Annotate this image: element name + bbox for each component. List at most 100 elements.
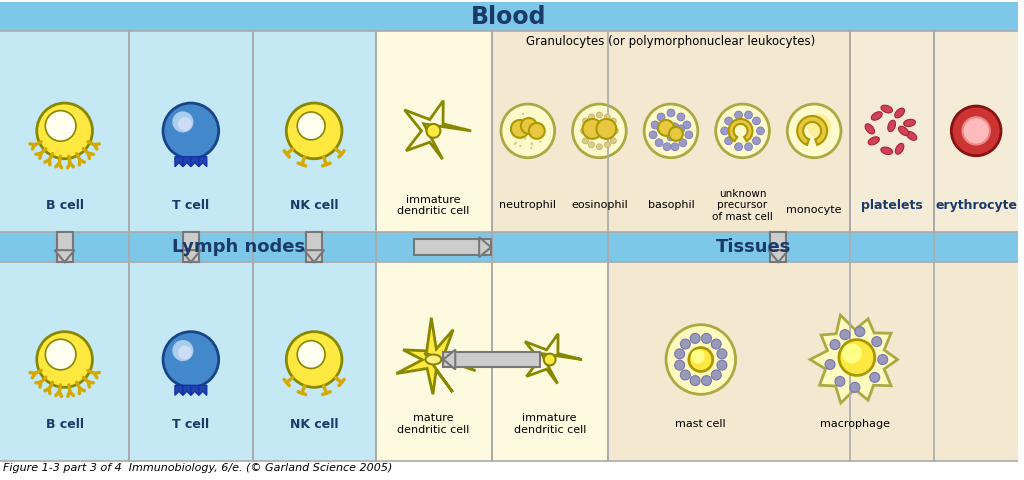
Text: erythrocyte: erythrocyte: [935, 199, 1017, 212]
Circle shape: [45, 339, 76, 370]
Circle shape: [544, 354, 556, 365]
Circle shape: [669, 127, 683, 141]
Text: Blood: Blood: [471, 5, 547, 29]
Circle shape: [519, 145, 521, 147]
Circle shape: [596, 119, 616, 139]
Circle shape: [963, 117, 990, 144]
Ellipse shape: [871, 112, 883, 120]
Circle shape: [649, 131, 657, 139]
Circle shape: [675, 360, 685, 370]
Circle shape: [657, 113, 665, 121]
Polygon shape: [199, 385, 207, 396]
Polygon shape: [768, 250, 788, 262]
Bar: [0, 262, 376, 461]
Bar: [376, 262, 493, 461]
Circle shape: [589, 142, 595, 148]
Circle shape: [685, 131, 693, 139]
Circle shape: [514, 143, 516, 145]
Circle shape: [753, 117, 761, 125]
Text: Lymph nodes: Lymph nodes: [172, 238, 305, 256]
Polygon shape: [190, 385, 199, 396]
Text: Granulocytes (or polymorphonuclear leukocytes): Granulocytes (or polymorphonuclear leuko…: [526, 35, 815, 48]
Text: macrophage: macrophage: [820, 419, 890, 429]
Circle shape: [501, 104, 555, 158]
Polygon shape: [175, 385, 183, 396]
Circle shape: [680, 339, 690, 349]
Circle shape: [172, 111, 194, 132]
Ellipse shape: [903, 120, 915, 127]
Bar: [306, 232, 323, 262]
Circle shape: [701, 376, 712, 385]
Circle shape: [869, 372, 880, 383]
Circle shape: [525, 119, 527, 121]
Bar: [414, 239, 492, 255]
Text: monocyte: monocyte: [786, 205, 842, 216]
Bar: [608, 262, 1018, 461]
Bar: [0, 232, 493, 262]
Circle shape: [610, 118, 616, 124]
Ellipse shape: [868, 137, 880, 145]
Circle shape: [871, 336, 882, 347]
Text: neutrophil: neutrophil: [500, 201, 556, 210]
Bar: [935, 32, 1018, 232]
Circle shape: [534, 132, 536, 134]
Circle shape: [515, 142, 517, 144]
Circle shape: [679, 139, 687, 147]
Circle shape: [521, 118, 537, 134]
Bar: [0, 32, 376, 232]
Circle shape: [583, 118, 589, 124]
Circle shape: [701, 334, 712, 343]
Bar: [376, 32, 493, 232]
Text: T cell: T cell: [172, 199, 210, 212]
Ellipse shape: [881, 147, 893, 155]
Circle shape: [683, 121, 691, 129]
Text: eosinophil: eosinophil: [571, 201, 628, 210]
Circle shape: [426, 124, 440, 138]
Circle shape: [297, 112, 325, 140]
Circle shape: [172, 340, 194, 361]
Ellipse shape: [865, 124, 874, 134]
Text: unknown
precursor
of mast cell: unknown precursor of mast cell: [712, 189, 773, 222]
Circle shape: [596, 123, 602, 129]
Circle shape: [596, 112, 602, 118]
Bar: [443, 351, 540, 368]
Circle shape: [666, 324, 735, 394]
Text: mature
dendritic cell: mature dendritic cell: [397, 413, 470, 435]
Circle shape: [842, 344, 862, 363]
Circle shape: [591, 128, 596, 134]
Circle shape: [712, 339, 721, 349]
Circle shape: [287, 103, 342, 159]
Circle shape: [536, 126, 538, 128]
Circle shape: [734, 143, 742, 151]
Circle shape: [677, 125, 685, 133]
Circle shape: [671, 143, 679, 151]
Polygon shape: [404, 101, 471, 159]
Polygon shape: [183, 157, 190, 167]
Circle shape: [524, 138, 526, 140]
Circle shape: [717, 360, 727, 370]
Circle shape: [667, 109, 675, 117]
Text: T cell: T cell: [172, 418, 210, 431]
Circle shape: [753, 137, 761, 145]
Circle shape: [855, 327, 865, 336]
Ellipse shape: [898, 126, 908, 135]
Circle shape: [744, 111, 753, 119]
Polygon shape: [304, 250, 324, 262]
Circle shape: [37, 332, 92, 387]
Bar: [493, 232, 1018, 262]
Circle shape: [163, 332, 219, 387]
Circle shape: [757, 127, 765, 135]
Circle shape: [163, 103, 219, 159]
Circle shape: [835, 376, 845, 386]
Polygon shape: [54, 250, 75, 262]
Circle shape: [589, 114, 595, 120]
Polygon shape: [183, 385, 190, 396]
Bar: [850, 32, 935, 232]
Bar: [770, 232, 786, 262]
Circle shape: [689, 348, 713, 372]
Circle shape: [663, 143, 671, 151]
Circle shape: [830, 340, 840, 349]
Text: immature
dendritic cell: immature dendritic cell: [513, 413, 586, 435]
Circle shape: [604, 114, 610, 120]
Polygon shape: [729, 119, 753, 141]
